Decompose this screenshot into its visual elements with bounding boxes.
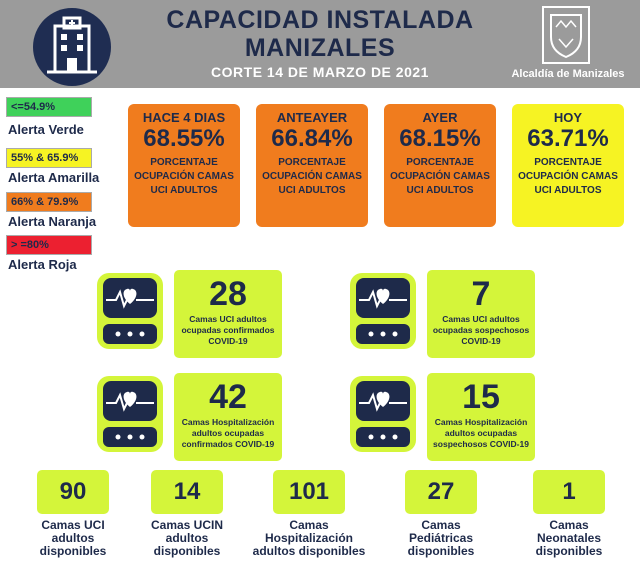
legend-range-verde: <=54.9%: [6, 97, 92, 117]
page-title-line1: CAPACIDAD INSTALADA: [166, 6, 474, 34]
day-card-anteayer: ANTEAYER 66.84% PORCENTAJE OCUPACIÓN CAM…: [256, 104, 368, 227]
available-hosp-value: 101: [273, 470, 345, 514]
heart-monitor-icon: [350, 376, 416, 452]
header-banner: CAPACIDAD INSTALADA MANIZALES CORTE 14 D…: [0, 0, 640, 88]
stat-card-uci-sospechosos: 7 Camas UCI adultos ocupadas sospechosos…: [427, 270, 535, 358]
available-hosp-desc: Camas Hospitalización adultos disponible…: [252, 518, 366, 558]
stat-value: 15: [462, 378, 500, 416]
cutoff-date: CORTE 14 DE MARZO DE 2021: [211, 64, 429, 80]
stat-desc: Camas Hospitalización adultos ocupadas c…: [181, 417, 275, 449]
stat-card-hosp-sospechosos: 15 Camas Hospitalización adultos ocupada…: [427, 373, 535, 461]
stat-value: 28: [209, 275, 247, 313]
day-card-value: 63.71%: [527, 125, 609, 152]
day-card-title: AYER: [422, 110, 458, 125]
heart-monitor-icon: [350, 273, 416, 349]
day-card-title: ANTEAYER: [276, 110, 348, 125]
day-card-value: 68.55%: [143, 125, 225, 152]
available-ucin-value: 14: [151, 470, 223, 514]
stat-card-hosp-confirmados: 42 Camas Hospitalización adultos ocupada…: [174, 373, 282, 461]
day-card-ayer: AYER 68.15% PORCENTAJE OCUPACIÓN CAMAS U…: [384, 104, 496, 227]
legend-range-naranja: 66% & 79.9%: [6, 192, 92, 212]
stat-desc: Camas Hospitalización adultos ocupadas s…: [433, 417, 529, 449]
stat-value: 42: [209, 378, 247, 416]
alcaldia-logo-label: Alcaldía de Manizales: [511, 68, 625, 80]
heart-monitor-icon: [97, 273, 163, 349]
day-card-hoy: HOY 63.71% PORCENTAJE OCUPACIÓN CAMAS UC…: [512, 104, 624, 227]
day-card-desc: PORCENTAJE OCUPACIÓN CAMAS UCI ADULTOS: [518, 157, 618, 196]
legend-label-verde: Alerta Verde: [8, 122, 84, 137]
available-uci-desc: Camas UCI adultos disponibles: [39, 518, 107, 558]
day-card-hace-4-dias: HACE 4 DIAS 68.55% PORCENTAJE OCUPACIÓN …: [128, 104, 240, 227]
heart-monitor-icon: [97, 376, 163, 452]
day-card-title: HACE 4 DIAS: [142, 110, 226, 125]
city-crest-icon: [542, 6, 590, 64]
legend-label-naranja: Alerta Naranja: [8, 214, 97, 229]
day-card-desc: PORCENTAJE OCUPACIÓN CAMAS UCI ADULTOS: [262, 157, 362, 196]
day-card-value: 66.84%: [271, 125, 353, 152]
day-card-title: HOY: [553, 110, 583, 125]
day-card-desc: PORCENTAJE OCUPACIÓN CAMAS UCI ADULTOS: [390, 157, 490, 196]
stat-desc: Camas UCI adultos ocupadas sospechosos C…: [432, 314, 530, 346]
available-uci-value: 90: [37, 470, 109, 514]
available-pediatricas-value: 27: [405, 470, 477, 514]
available-ucin-desc: Camas UCIN adultos disponibles: [150, 518, 224, 558]
available-neonatales-value: 1: [533, 470, 605, 514]
day-card-value: 68.15%: [399, 125, 481, 152]
hospital-building-icon: [33, 8, 111, 86]
day-card-desc: PORCENTAJE OCUPACIÓN CAMAS UCI ADULTOS: [134, 157, 234, 196]
legend-range-amarilla: 55% & 65.9%: [6, 148, 92, 168]
available-pediatricas-desc: Camas Pediátricas disponibles: [407, 518, 475, 558]
stat-desc: Camas UCI adultos ocupadas confirmados C…: [181, 314, 275, 346]
legend-range-roja: > =80%: [6, 235, 92, 255]
available-neonatales-desc: Camas Neonatales disponibles: [535, 518, 603, 558]
stat-value: 7: [471, 275, 491, 313]
legend-label-amarilla: Alerta Amarilla: [8, 170, 100, 185]
legend-label-roja: Alerta Roja: [8, 257, 77, 272]
page-title-line2: MANIZALES: [244, 34, 396, 62]
stat-card-uci-confirmados: 28 Camas UCI adultos ocupadas confirmado…: [174, 270, 282, 358]
